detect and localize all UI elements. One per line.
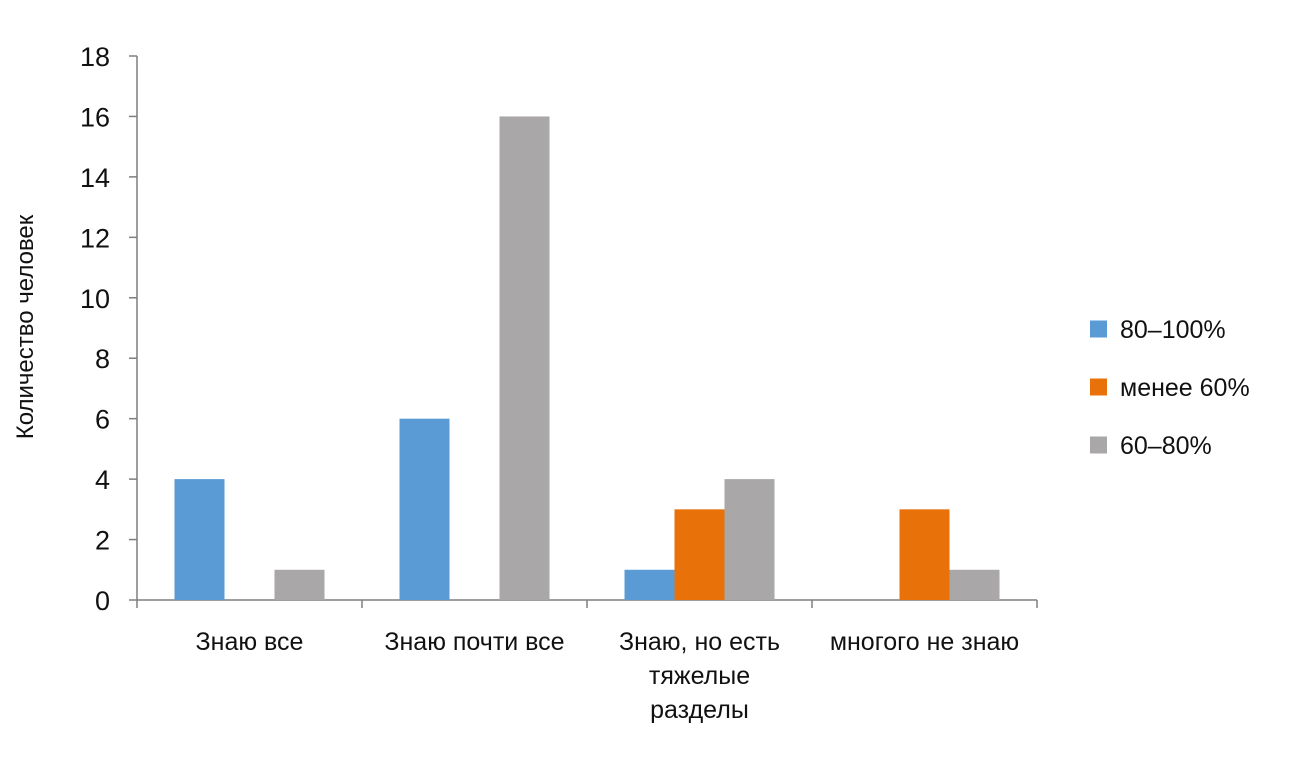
y-tick-label: 0 xyxy=(95,586,110,616)
bar xyxy=(274,569,325,600)
bar xyxy=(624,569,675,600)
bar xyxy=(949,569,1000,600)
x-category-label: Знаю почти все xyxy=(384,628,564,656)
y-tick-label: 14 xyxy=(80,163,110,193)
legend-label: 80–100% xyxy=(1120,316,1226,344)
y-tick-label: 2 xyxy=(95,526,110,556)
y-axis-title: Количество человек xyxy=(12,214,39,439)
x-category-label: Знаю все xyxy=(196,628,304,656)
legend-swatch xyxy=(1090,320,1107,338)
y-tick-label: 10 xyxy=(80,284,110,314)
y-tick-label: 4 xyxy=(95,465,110,495)
y-tick-label: 16 xyxy=(80,102,110,132)
bars xyxy=(174,116,1000,600)
legend-swatch xyxy=(1090,436,1107,454)
x-category-label: Знаю, но есть тяжелые разделы xyxy=(619,628,780,724)
bar xyxy=(174,479,225,600)
y-tick-label: 18 xyxy=(80,42,110,72)
bar xyxy=(399,418,450,600)
legend-label: 60–80% xyxy=(1120,432,1212,460)
bar xyxy=(674,509,725,600)
bar xyxy=(724,479,775,600)
y-tick-label: 6 xyxy=(95,405,110,435)
y-tick-label: 8 xyxy=(95,344,110,374)
bar xyxy=(899,509,950,600)
legend: 80–100% менее 60% 60–80% xyxy=(1090,316,1250,460)
y-tick-label: 12 xyxy=(80,223,110,253)
y-axis: 0 2 4 6 8 10 12 14 16 18 xyxy=(80,42,138,616)
legend-swatch xyxy=(1090,378,1107,396)
x-category-label: многого не знаю xyxy=(830,628,1019,656)
legend-label: менее 60% xyxy=(1120,374,1250,402)
x-axis: Знаю все Знаю почти все Знаю, но есть тяжел… xyxy=(136,599,1038,724)
bar xyxy=(499,116,550,600)
